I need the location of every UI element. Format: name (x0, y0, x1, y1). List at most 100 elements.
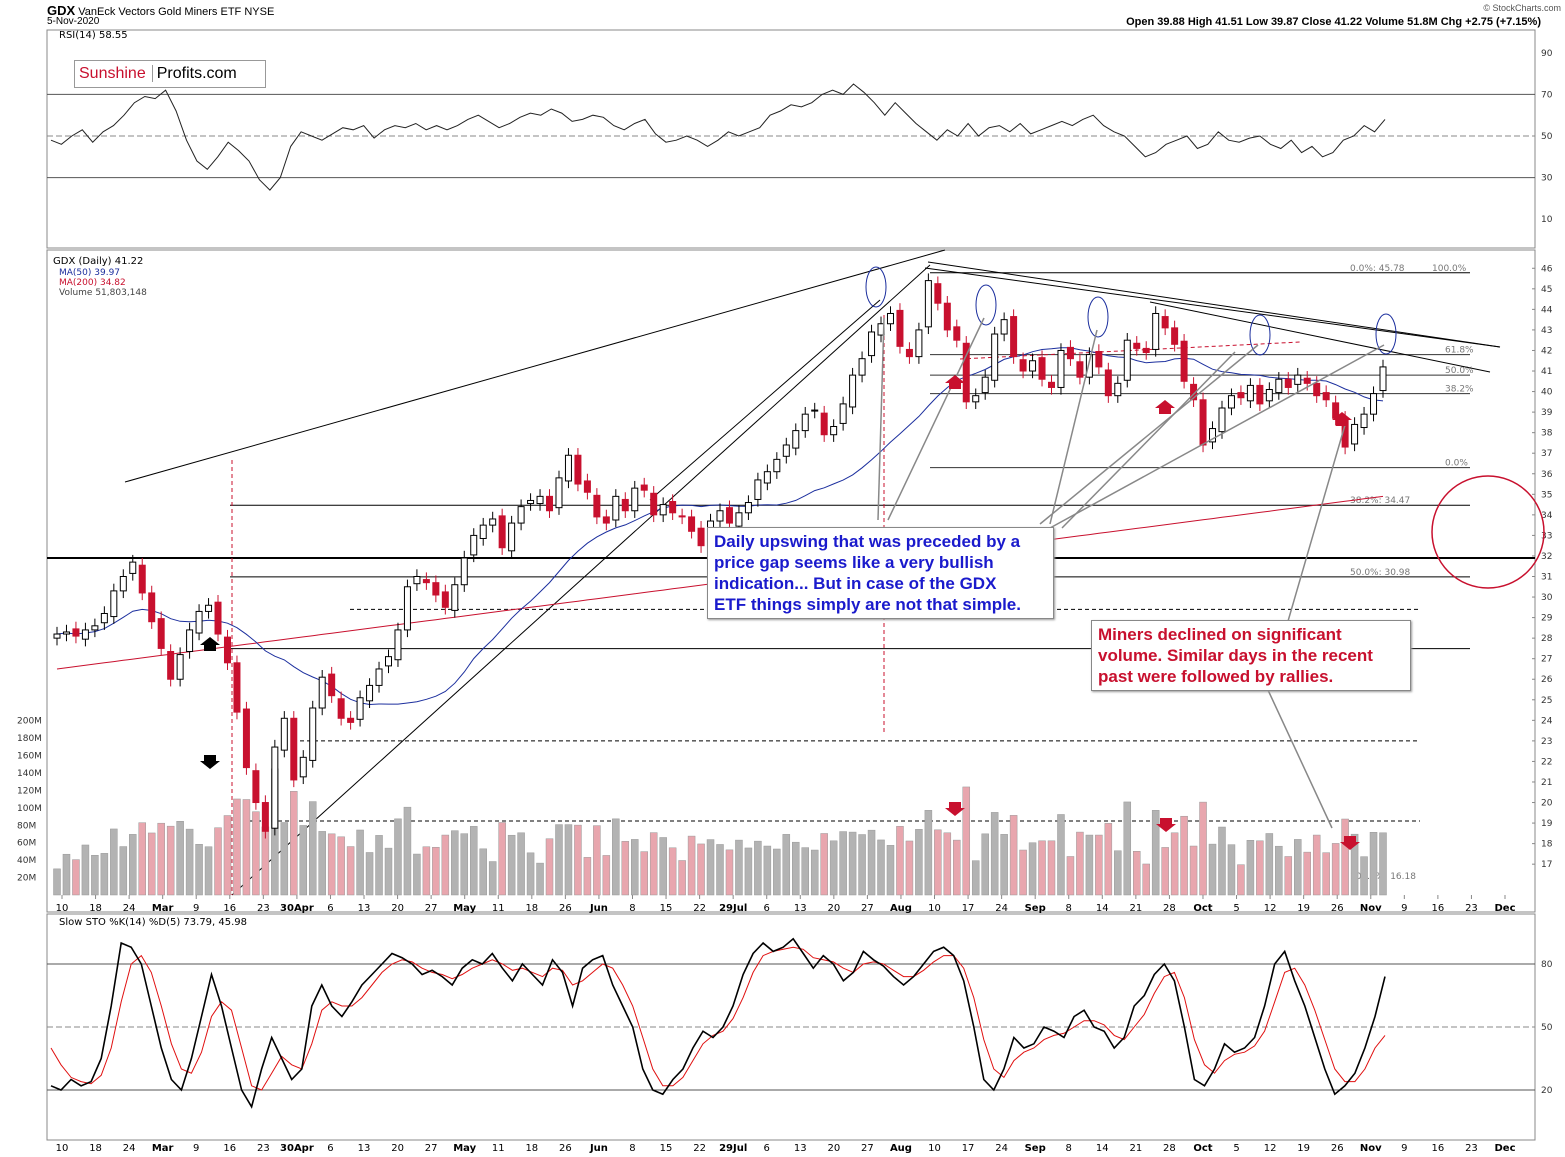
volume-bar (981, 833, 989, 896)
volume-bar (185, 828, 194, 896)
x-axis-label-bottom: 20 (827, 1143, 840, 1154)
volume-bar (1199, 801, 1207, 896)
price-legend: GDX (Daily) 41.22 (53, 256, 143, 267)
x-axis-label: 20 (827, 903, 840, 914)
volume-bar (119, 846, 128, 896)
price-tick-label: 40 (1541, 388, 1553, 398)
candle-body (271, 746, 279, 829)
volume-bar (668, 847, 677, 896)
x-axis-label: 13 (794, 903, 807, 914)
gap-highlight-ellipse (1249, 314, 1271, 356)
candle-body (441, 591, 449, 608)
x-axis-label: Mar (152, 903, 174, 914)
x-axis-label-bottom: 21 (1129, 1143, 1142, 1154)
price-tick-label: 43 (1541, 326, 1552, 336)
candle-body (479, 524, 487, 539)
volume-bar (1047, 840, 1056, 896)
price-tick-label: 31 (1541, 573, 1552, 583)
price-tick-label: 44 (1541, 305, 1553, 315)
x-axis-label: 26 (559, 903, 572, 914)
candle-body (375, 668, 383, 686)
volume-bar (583, 857, 592, 896)
volume-bar (1076, 831, 1084, 896)
volume-tick-label: 60M (17, 839, 36, 849)
volume-bar (176, 821, 184, 896)
candle-body (91, 625, 99, 631)
x-axis-label-bottom: 23 (1465, 1143, 1478, 1154)
x-axis-label: 6 (327, 903, 333, 914)
annotation-line: ETF things simply are not that simple. (714, 595, 1021, 614)
candle-body (53, 633, 61, 639)
candle-body (1029, 360, 1037, 372)
price-tick-label: 39 (1541, 408, 1553, 418)
sto-tick-label: 20 (1541, 1086, 1553, 1096)
volume-bar (346, 846, 355, 896)
volume-bar (1208, 843, 1217, 896)
candle-body (1057, 349, 1065, 388)
price-tick-label: 26 (1541, 675, 1553, 685)
candle-body (631, 487, 639, 512)
candle-body (830, 425, 838, 436)
candle-body (905, 348, 913, 358)
volume-tick-label: 140M (17, 769, 42, 779)
volume-bar (460, 833, 469, 896)
candle-body (1104, 369, 1112, 397)
price-tick-label: 28 (1541, 634, 1553, 644)
volume-bar (801, 847, 809, 896)
x-axis-label-bottom: Nov (1360, 1143, 1382, 1154)
volume-bar (479, 848, 487, 896)
annotation-pointer (877, 317, 885, 521)
candle-body (621, 498, 629, 512)
candle-body (205, 604, 213, 612)
volume-bar (631, 839, 639, 896)
price-tick-label: 32 (1541, 552, 1552, 562)
x-axis-label-bottom: 6 (327, 1143, 333, 1154)
candle-body (167, 651, 175, 680)
volume-bar (1123, 801, 1132, 896)
candle-body (1275, 378, 1283, 394)
candle-body (1038, 357, 1046, 380)
volume-bar (555, 824, 563, 896)
x-axis-label: 6 (764, 903, 770, 914)
volume-bar (1095, 834, 1103, 896)
candle-body (1152, 312, 1160, 350)
volume-bar (602, 855, 611, 896)
trendline (124, 249, 946, 483)
candle-body (763, 471, 771, 484)
x-axis-label: 22 (693, 903, 706, 914)
trendline (927, 261, 1501, 348)
volume-bar (1180, 815, 1188, 896)
fib-label: 0.0%: 45.78 (1350, 264, 1405, 274)
price-tick-label: 19 (1541, 819, 1553, 829)
volume-bar (934, 829, 942, 896)
x-axis-label: 9 (193, 903, 199, 914)
x-axis-label: 27 (861, 903, 874, 914)
volume-bar (924, 810, 933, 896)
x-axis-label-bottom: May (453, 1143, 476, 1154)
candle-body (460, 557, 468, 586)
volume-bar (839, 831, 847, 896)
x-axis-label-bottom: Jun (589, 1143, 608, 1154)
volume-bar (886, 845, 895, 896)
volume-bar (649, 832, 658, 896)
volume-bar (697, 843, 705, 896)
annotation-pointer (1049, 344, 1385, 529)
volume-bar (943, 832, 952, 896)
x-axis-label-bottom: 13 (358, 1143, 371, 1154)
annotation-bullish-gap: Daily upswing that was preceded by a pri… (707, 527, 1054, 619)
x-axis-label: 10 (56, 903, 69, 914)
candle-body (754, 479, 762, 500)
candle-body (299, 756, 307, 778)
x-axis-label-bottom: Mar (152, 1143, 174, 1154)
x-axis-label-bottom: Dec (1494, 1143, 1515, 1154)
volume-bar (214, 827, 222, 896)
price-tick-label: 17 (1541, 860, 1552, 870)
x-axis-label-bottom: 10 (928, 1143, 941, 1154)
sunshine-logo[interactable]: Sunshine Profits.com (74, 60, 266, 88)
x-axis-label: 17 (962, 903, 975, 914)
volume-bar (242, 799, 251, 896)
candle-body (280, 717, 288, 751)
price-tick-label: 25 (1541, 696, 1552, 706)
volume-legend: Volume 51,803,148 (59, 288, 147, 298)
volume-bar (536, 862, 544, 896)
